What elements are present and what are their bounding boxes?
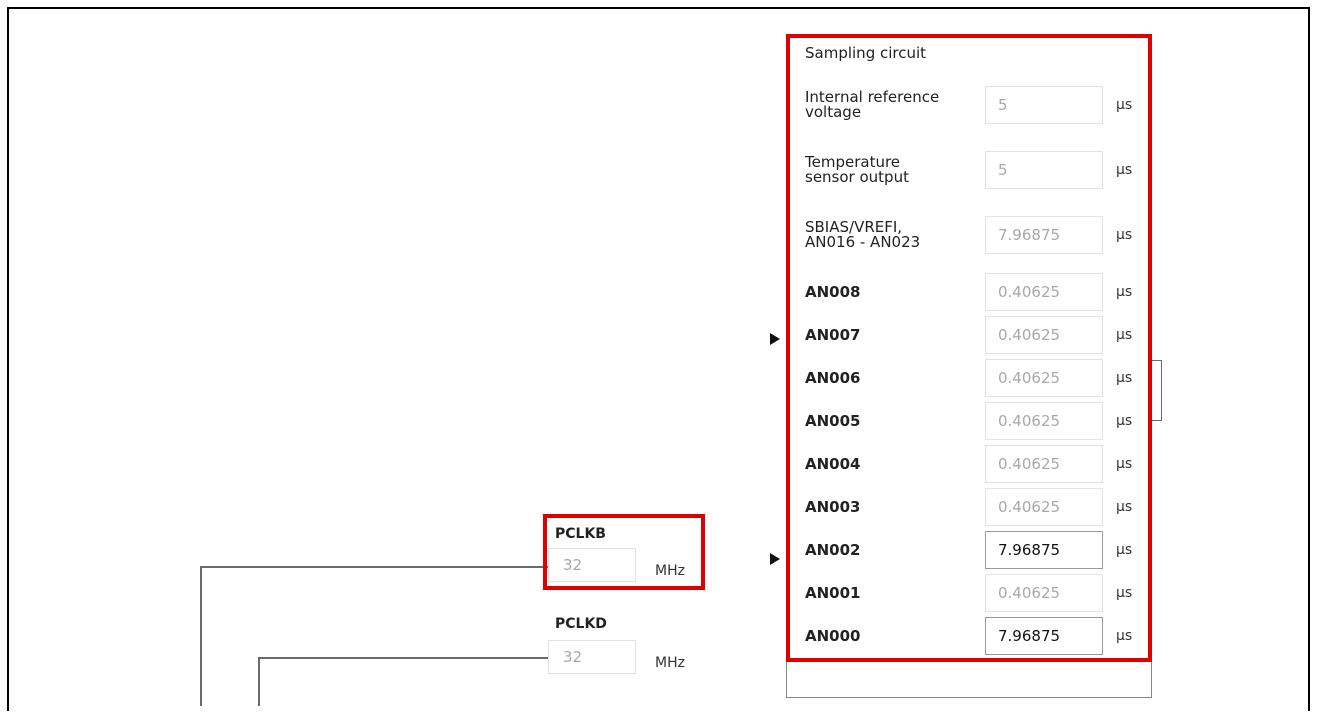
sampling-row-unit: µs bbox=[1116, 413, 1133, 429]
sampling-row-label: AN005 bbox=[805, 411, 861, 430]
sampling-row-unit: µs bbox=[1116, 628, 1133, 644]
sampling-row: AN008 0.40625 µs bbox=[805, 272, 1145, 312]
sampling-row-label: AN003 bbox=[805, 497, 861, 516]
sampling-time-field[interactable]: 0.40625 bbox=[985, 359, 1103, 397]
sampling-row-unit: µs bbox=[1116, 162, 1133, 178]
wire-right-2 bbox=[1152, 420, 1162, 421]
diagram-frame bbox=[7, 7, 1310, 711]
pclkb-unit: MHz bbox=[655, 563, 685, 579]
sampling-row: Temperature sensor output 5 µs bbox=[805, 150, 1145, 190]
sampling-time-field[interactable]: 7.96875 bbox=[985, 617, 1103, 655]
sampling-row-unit: µs bbox=[1116, 97, 1133, 113]
sampling-row-label: SBIAS/VREFI, AN016 - AN023 bbox=[805, 218, 921, 251]
sampling-row-label: AN000 bbox=[805, 626, 861, 645]
sampling-row: AN006 0.40625 µs bbox=[805, 358, 1145, 398]
pclkb-field[interactable]: 32 bbox=[548, 548, 636, 582]
pclkd-field[interactable]: 32 bbox=[548, 640, 636, 674]
sampling-time-field[interactable]: 0.40625 bbox=[985, 402, 1103, 440]
sampling-row-label: AN001 bbox=[805, 583, 861, 602]
wire-right-vertical bbox=[1161, 360, 1162, 420]
sampling-row-unit: µs bbox=[1116, 227, 1133, 243]
wire-pclkb-horizontal bbox=[200, 566, 548, 568]
sampling-row: AN001 0.40625 µs bbox=[805, 573, 1145, 613]
wire-right-1 bbox=[1152, 360, 1162, 361]
sampling-row-unit: µs bbox=[1116, 542, 1133, 558]
sampling-row: AN004 0.40625 µs bbox=[805, 444, 1145, 484]
sampling-time-field[interactable]: 0.40625 bbox=[985, 445, 1103, 483]
input-arrow-an002 bbox=[770, 553, 780, 565]
sampling-row-unit: µs bbox=[1116, 327, 1133, 343]
sampling-row-unit: µs bbox=[1116, 585, 1133, 601]
sampling-row: Internal reference voltage 5 µs bbox=[805, 85, 1145, 125]
sampling-row-label: AN004 bbox=[805, 454, 861, 473]
sampling-row-label: AN008 bbox=[805, 282, 861, 301]
sampling-row-label: AN007 bbox=[805, 325, 861, 344]
sampling-row-unit: µs bbox=[1116, 499, 1133, 515]
sampling-time-field[interactable]: 7.96875 bbox=[985, 216, 1103, 254]
sampling-time-field[interactable]: 0.40625 bbox=[985, 316, 1103, 354]
sampling-row: AN003 0.40625 µs bbox=[805, 487, 1145, 527]
pclkd-unit: MHz bbox=[655, 655, 685, 671]
sampling-time-field[interactable]: 0.40625 bbox=[985, 488, 1103, 526]
sampling-row-unit: µs bbox=[1116, 456, 1133, 472]
sampling-highlight-box bbox=[786, 34, 1152, 662]
sampling-row-unit: µs bbox=[1116, 284, 1133, 300]
sampling-time-field[interactable]: 5 bbox=[985, 151, 1103, 189]
wire-pclkd-vertical bbox=[258, 657, 260, 706]
input-arrow-an007 bbox=[770, 333, 780, 345]
pclkb-highlight-box bbox=[543, 514, 705, 590]
sampling-row-label: Internal reference voltage bbox=[805, 88, 940, 121]
sampling-row-label: AN002 bbox=[805, 540, 861, 559]
wire-pclkb-vertical bbox=[200, 566, 202, 706]
sampling-time-field[interactable]: 0.40625 bbox=[985, 273, 1103, 311]
sampling-row: AN000 7.96875 µs bbox=[805, 616, 1145, 656]
wire-pclkd-horizontal bbox=[258, 657, 548, 659]
sampling-row-label: AN006 bbox=[805, 368, 861, 387]
sampling-row: AN007 0.40625 µs bbox=[805, 315, 1145, 355]
sampling-time-field[interactable]: 7.96875 bbox=[985, 531, 1103, 569]
sampling-time-field[interactable]: 5 bbox=[985, 86, 1103, 124]
pclkd-label: PCLKD bbox=[555, 616, 607, 632]
sampling-row-label: Temperature sensor output bbox=[805, 153, 909, 186]
sampling-row: SBIAS/VREFI, AN016 - AN023 7.96875 µs bbox=[805, 215, 1145, 255]
sampling-row-unit: µs bbox=[1116, 370, 1133, 386]
pclkb-label: PCLKB bbox=[555, 526, 606, 542]
sampling-row: AN005 0.40625 µs bbox=[805, 401, 1145, 441]
sampling-time-field[interactable]: 0.40625 bbox=[985, 574, 1103, 612]
sampling-panel-title: Sampling circuit bbox=[805, 44, 927, 62]
sampling-row: AN002 7.96875 µs bbox=[805, 530, 1145, 570]
